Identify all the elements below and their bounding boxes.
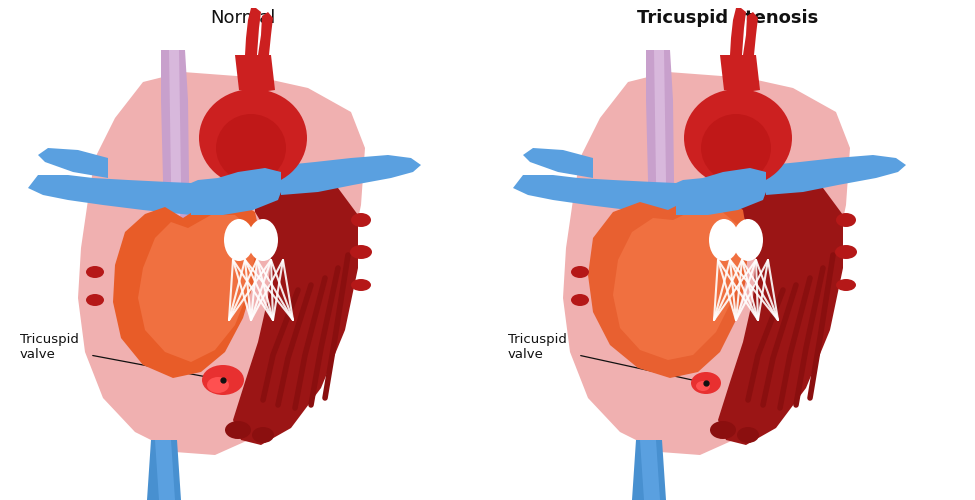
Ellipse shape (691, 372, 721, 394)
Ellipse shape (248, 219, 278, 261)
Ellipse shape (350, 245, 372, 259)
Ellipse shape (836, 279, 856, 291)
Ellipse shape (199, 89, 307, 187)
Polygon shape (38, 148, 108, 178)
Text: Tricuspid stenosis: Tricuspid stenosis (638, 9, 819, 27)
Polygon shape (523, 148, 593, 178)
Ellipse shape (710, 421, 736, 439)
Text: Tricuspid
valve: Tricuspid valve (508, 332, 566, 362)
Ellipse shape (86, 266, 104, 278)
Ellipse shape (224, 219, 254, 261)
Ellipse shape (351, 279, 371, 291)
Polygon shape (258, 12, 273, 55)
Ellipse shape (86, 294, 104, 306)
Ellipse shape (733, 219, 763, 261)
Ellipse shape (351, 213, 371, 227)
Ellipse shape (835, 245, 857, 259)
Polygon shape (161, 50, 189, 300)
Polygon shape (147, 440, 181, 500)
Polygon shape (766, 155, 906, 195)
Polygon shape (640, 440, 660, 500)
Ellipse shape (701, 114, 771, 182)
Polygon shape (28, 172, 191, 215)
Ellipse shape (252, 427, 274, 443)
Ellipse shape (216, 114, 286, 182)
Ellipse shape (571, 294, 589, 306)
Polygon shape (233, 185, 358, 445)
Polygon shape (588, 195, 748, 378)
Polygon shape (563, 72, 850, 455)
Polygon shape (165, 50, 181, 265)
Polygon shape (743, 12, 758, 55)
Ellipse shape (696, 381, 710, 391)
Polygon shape (676, 168, 766, 215)
Polygon shape (513, 172, 676, 215)
Ellipse shape (684, 89, 792, 187)
Polygon shape (632, 440, 666, 500)
Ellipse shape (709, 219, 739, 261)
Polygon shape (138, 215, 255, 362)
Polygon shape (646, 50, 674, 300)
Polygon shape (720, 55, 760, 92)
Ellipse shape (836, 213, 856, 227)
Ellipse shape (202, 365, 244, 395)
Text: Normal: Normal (211, 9, 276, 27)
Polygon shape (113, 200, 261, 378)
Ellipse shape (571, 266, 589, 278)
Ellipse shape (737, 427, 759, 443)
Polygon shape (155, 440, 175, 500)
Polygon shape (191, 168, 281, 215)
Polygon shape (650, 50, 666, 265)
Text: Tricuspid
valve: Tricuspid valve (20, 332, 79, 362)
Polygon shape (235, 55, 275, 92)
Polygon shape (613, 208, 742, 360)
Polygon shape (730, 8, 746, 55)
Polygon shape (281, 155, 421, 195)
Polygon shape (245, 8, 261, 55)
Polygon shape (78, 72, 365, 455)
Polygon shape (718, 185, 843, 445)
Ellipse shape (207, 377, 229, 393)
Ellipse shape (225, 421, 251, 439)
